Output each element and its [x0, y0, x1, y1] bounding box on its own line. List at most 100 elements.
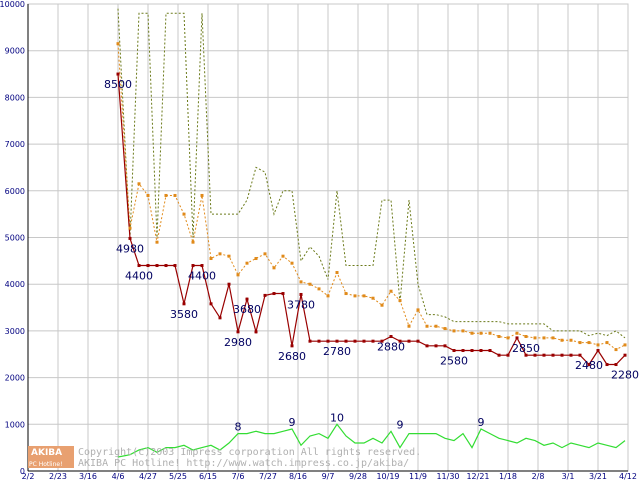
data-point-average	[299, 280, 303, 284]
data-point-average	[344, 292, 348, 296]
data-point-lowest	[506, 353, 510, 357]
data-label-lowest: 4980	[116, 242, 144, 255]
data-point-average	[254, 257, 258, 261]
data-point-average	[515, 331, 519, 335]
data-point-lowest	[209, 302, 213, 306]
data-point-average	[146, 193, 150, 197]
data-point-lowest	[236, 330, 240, 334]
data-point-average	[407, 324, 411, 328]
data-label-lowest: 2580	[440, 355, 468, 368]
y-tick-label: 4000	[5, 280, 25, 289]
data-point-average	[380, 303, 384, 307]
data-point-average	[290, 261, 294, 265]
x-tick-label: 5/25	[169, 472, 187, 480]
data-point-average	[461, 329, 465, 333]
data-point-average	[416, 308, 420, 312]
x-tick-label: 10/19	[376, 472, 399, 480]
data-point-average	[164, 193, 168, 197]
data-point-average	[569, 338, 573, 342]
data-point-average	[245, 261, 249, 265]
data-point-lowest	[317, 339, 321, 343]
data-point-lowest	[353, 339, 357, 343]
data-point-lowest	[290, 344, 294, 348]
data-point-lowest	[371, 339, 375, 343]
data-point-average	[551, 336, 555, 340]
data-point-average	[218, 252, 222, 256]
data-point-average	[596, 343, 600, 347]
data-point-lowest	[263, 293, 267, 297]
data-point-average	[497, 335, 501, 339]
watermark-url: AKIBA PC Hotline! http://www.watch.impre…	[78, 458, 409, 469]
data-label-count: 10	[330, 411, 344, 424]
x-tick-label: 8/16	[289, 472, 307, 480]
data-label-lowest: 2880	[377, 341, 405, 354]
data-label-count: 9	[478, 416, 485, 429]
data-point-lowest	[299, 292, 303, 296]
data-point-lowest	[614, 363, 618, 367]
data-point-lowest	[146, 264, 150, 268]
data-point-average	[317, 287, 321, 291]
y-tick-label: 6000	[5, 187, 25, 196]
data-point-average	[587, 341, 591, 345]
data-point-lowest	[515, 336, 519, 340]
data-point-lowest	[524, 353, 528, 357]
data-point-average	[398, 299, 402, 303]
data-point-average	[452, 329, 456, 333]
data-label-lowest: 2680	[278, 350, 306, 363]
data-point-lowest	[155, 264, 159, 268]
y-tick-label: 5000	[5, 234, 25, 243]
x-tick-label: 3/16	[79, 472, 97, 480]
data-point-average	[137, 182, 141, 186]
data-point-average	[524, 335, 528, 339]
data-point-lowest	[191, 264, 195, 268]
y-tick-label: 1000	[5, 420, 25, 429]
data-point-lowest	[344, 339, 348, 343]
data-point-average	[362, 294, 366, 298]
data-point-lowest	[434, 344, 438, 348]
data-point-average	[272, 266, 276, 270]
data-point-lowest	[479, 349, 483, 353]
x-tick-label: 6/15	[199, 472, 217, 480]
data-point-average	[605, 341, 609, 345]
data-label-lowest: 2780	[323, 345, 351, 358]
y-tick-label: 8000	[5, 93, 25, 102]
data-point-average	[191, 240, 195, 244]
x-tick-label: 12/21	[466, 472, 489, 480]
x-tick-label: 9/28	[349, 472, 367, 480]
data-point-average	[209, 257, 213, 261]
data-point-average	[116, 42, 120, 46]
data-label-count: 9	[397, 418, 404, 431]
data-point-average	[560, 338, 564, 342]
series-markers	[116, 42, 627, 367]
x-tick-label: 4/12	[619, 472, 637, 480]
data-label-lowest: 2480	[575, 359, 603, 372]
data-point-lowest	[254, 330, 258, 334]
data-point-lowest	[245, 297, 249, 301]
watermark-badge-top-text: AKIBA	[31, 448, 62, 458]
data-point-average	[263, 252, 267, 256]
data-point-average	[479, 331, 483, 335]
data-point-lowest	[308, 339, 312, 343]
x-tick-label: 3/1	[562, 472, 575, 480]
x-tick-label: 7/27	[259, 472, 277, 480]
data-point-average	[173, 193, 177, 197]
data-point-lowest	[587, 363, 591, 367]
x-tick-label: 4/6	[112, 472, 125, 480]
data-point-average	[227, 254, 231, 258]
data-point-lowest	[470, 349, 474, 353]
series-line-count	[117, 423, 626, 458]
data-point-lowest	[398, 339, 402, 343]
data-point-lowest	[200, 264, 204, 268]
watermark: AKIBA PC Hotline! Copyright(c)2003 Impre…	[28, 446, 421, 469]
data-label-lowest: 4400	[125, 270, 153, 283]
data-point-average	[578, 341, 582, 345]
data-point-average	[506, 336, 510, 340]
data-point-average	[182, 212, 186, 216]
data-point-lowest	[407, 339, 411, 343]
y-tick-label: 10000	[0, 0, 25, 9]
x-axis-ticks: 2/2 2/23 3/16 4/6 4/27 5/25 6/15 7/6 7/27 8/16 9/7…	[22, 472, 637, 480]
data-label-lowest: 3680	[233, 303, 261, 316]
data-label-lowest: 2980	[224, 336, 252, 349]
data-label-lowest: 8500	[104, 78, 132, 91]
data-point-lowest	[569, 353, 573, 357]
